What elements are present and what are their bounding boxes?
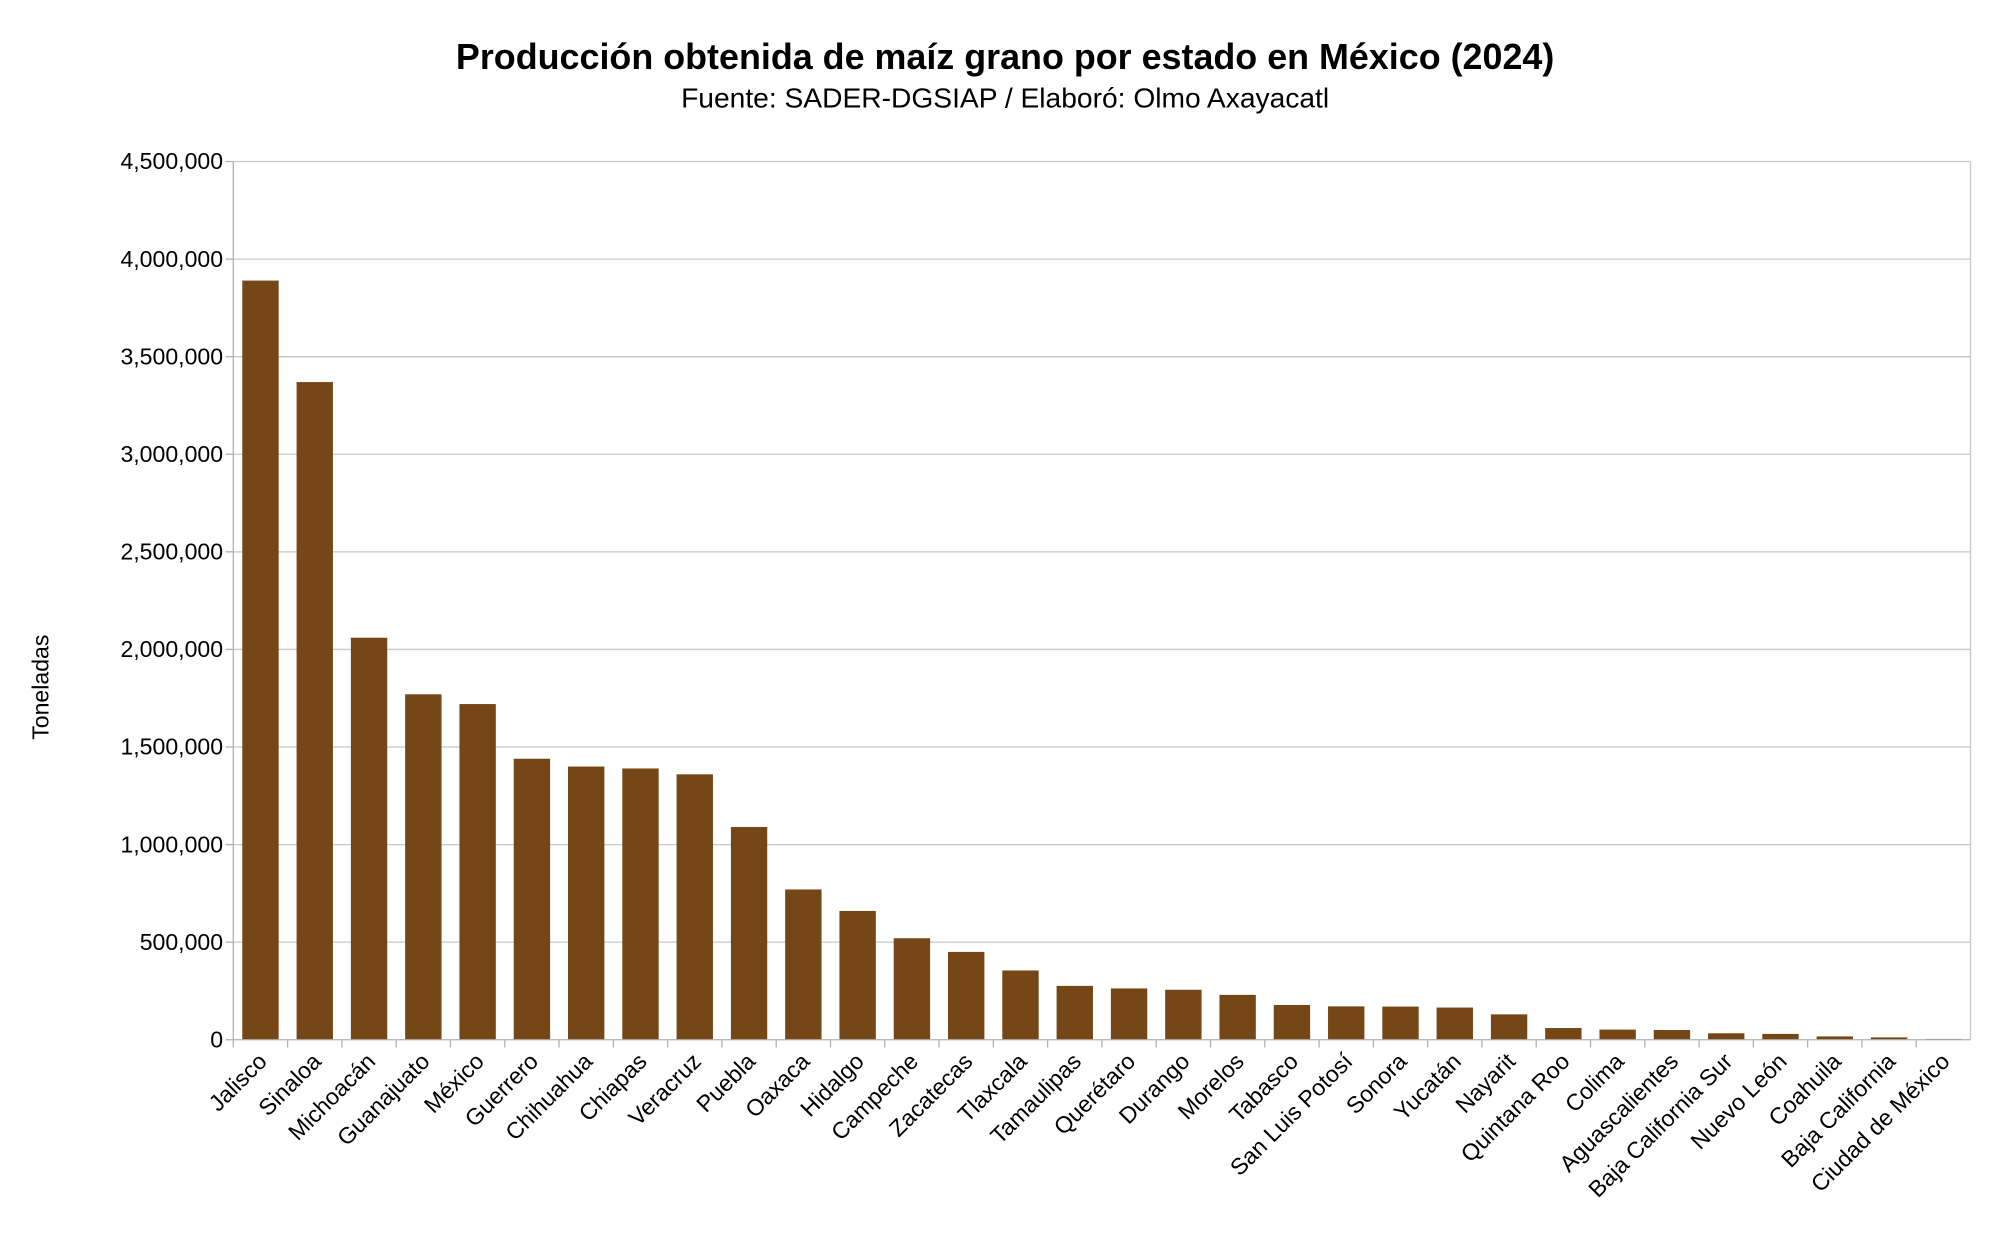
bar (1382, 1006, 1419, 1040)
y-tick-label: 2,000,000 (120, 636, 223, 662)
bar (1165, 989, 1202, 1040)
y-tick-label: 1,500,000 (120, 734, 223, 760)
y-tick-label: 4,500,000 (120, 148, 223, 174)
bar (948, 951, 985, 1040)
bar (1056, 985, 1093, 1040)
bar (1219, 994, 1256, 1040)
bar (730, 827, 768, 1040)
y-tick-label: 3,500,000 (120, 343, 223, 369)
y-axis-label: Toneladas (28, 635, 54, 740)
bar (839, 910, 876, 1040)
bar (785, 889, 822, 1040)
bar (350, 637, 388, 1040)
bar (513, 758, 551, 1040)
bar (676, 774, 713, 1040)
chart-title: Producción obtenida de maíz grano por es… (456, 37, 1554, 77)
bar (568, 766, 605, 1040)
y-tick-label: 500,000 (140, 929, 223, 955)
bar (1328, 1006, 1365, 1040)
x-axis-ticks: JaliscoSinaloaMichoacánGuanajuatoMéxicoG… (203, 1039, 1955, 1202)
y-tick-label: 4,000,000 (120, 246, 223, 272)
y-axis-ticks: 0 500,000 1,000,000 1,500,000 2,000,000 2,500… (120, 148, 234, 1052)
bar (459, 704, 496, 1040)
bar (622, 768, 659, 1040)
bar (405, 694, 442, 1040)
bar (1110, 988, 1148, 1040)
y-tick-label: 0 (210, 1026, 223, 1052)
bar (1436, 1007, 1473, 1040)
bar (1273, 1005, 1311, 1040)
bar (1490, 1014, 1528, 1040)
bar (1002, 970, 1039, 1040)
bar (296, 382, 333, 1040)
bar (1653, 1029, 1691, 1040)
bar (893, 938, 931, 1040)
chart-subtitle: Fuente: SADER-DGSIAP / Elaboró: Olmo Axa… (681, 82, 1329, 114)
y-tick-label: 2,500,000 (120, 539, 223, 565)
bar (1599, 1029, 1636, 1040)
bars (242, 280, 1962, 1040)
y-tick-label: 1,000,000 (120, 831, 223, 857)
bar (1708, 1033, 1745, 1040)
bar (1545, 1028, 1582, 1040)
bar (1816, 1036, 1853, 1040)
y-tick-label: 3,000,000 (120, 441, 223, 467)
bar (1870, 1037, 1908, 1040)
bar (1762, 1033, 1799, 1040)
bar (242, 280, 279, 1040)
